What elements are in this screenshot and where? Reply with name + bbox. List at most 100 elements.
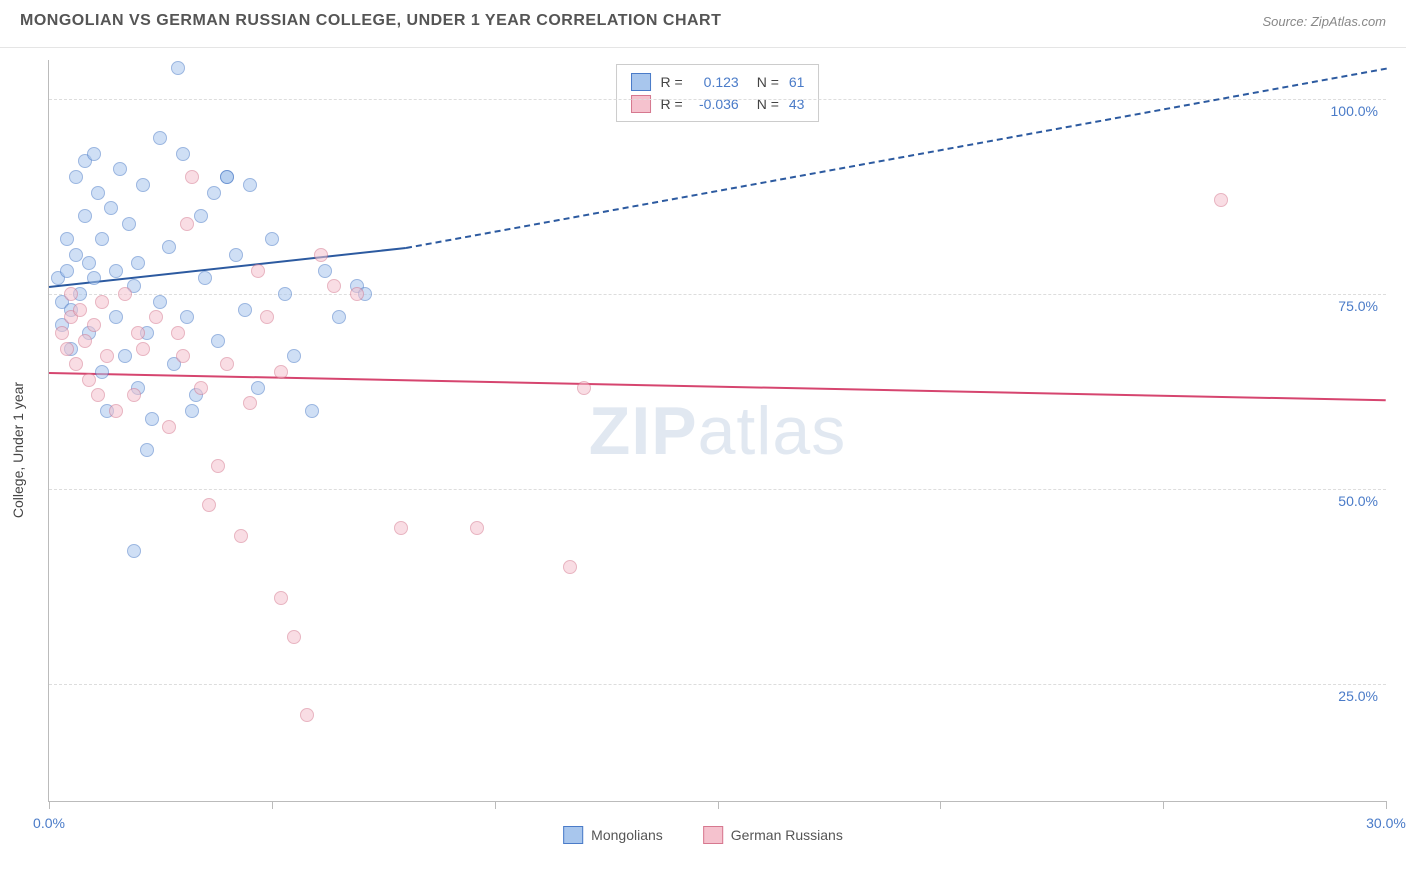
legend-swatch bbox=[563, 826, 583, 844]
chart-header: MONGOLIAN VS GERMAN RUSSIAN COLLEGE, UND… bbox=[0, 0, 1406, 48]
legend-item: German Russians bbox=[703, 826, 843, 844]
gridline bbox=[49, 294, 1386, 295]
data-point bbox=[202, 498, 216, 512]
watermark-bold: ZIP bbox=[589, 393, 698, 469]
n-value: 61 bbox=[789, 71, 805, 93]
data-point bbox=[180, 217, 194, 231]
watermark: ZIPatlas bbox=[589, 392, 846, 470]
data-point bbox=[162, 240, 176, 254]
data-point bbox=[332, 310, 346, 324]
x-tick-label: 0.0% bbox=[33, 815, 65, 831]
data-point bbox=[69, 357, 83, 371]
data-point bbox=[162, 420, 176, 434]
data-point bbox=[185, 404, 199, 418]
data-point bbox=[327, 279, 341, 293]
data-point bbox=[278, 287, 292, 301]
data-point bbox=[577, 381, 591, 395]
data-point bbox=[131, 326, 145, 340]
trend-line bbox=[405, 68, 1386, 249]
x-tick bbox=[1386, 801, 1387, 809]
data-point bbox=[207, 186, 221, 200]
data-point bbox=[318, 264, 332, 278]
data-point bbox=[300, 708, 314, 722]
data-point bbox=[78, 334, 92, 348]
x-tick bbox=[495, 801, 496, 809]
data-point bbox=[118, 287, 132, 301]
r-value: -0.036 bbox=[689, 93, 739, 115]
source-label: Source: ZipAtlas.com bbox=[1262, 14, 1386, 29]
x-tick bbox=[718, 801, 719, 809]
r-label: R = bbox=[661, 93, 683, 115]
data-point bbox=[100, 349, 114, 363]
data-point bbox=[171, 61, 185, 75]
data-point bbox=[78, 209, 92, 223]
data-point bbox=[314, 248, 328, 262]
r-value: 0.123 bbox=[689, 71, 739, 93]
data-point bbox=[104, 201, 118, 215]
data-point bbox=[194, 381, 208, 395]
legend-swatch bbox=[703, 826, 723, 844]
data-point bbox=[95, 365, 109, 379]
data-point bbox=[73, 303, 87, 317]
legend-item: Mongolians bbox=[563, 826, 663, 844]
data-point bbox=[64, 287, 78, 301]
data-point bbox=[238, 303, 252, 317]
r-label: R = bbox=[661, 71, 683, 93]
data-point bbox=[109, 404, 123, 418]
data-point bbox=[109, 310, 123, 324]
data-point bbox=[136, 342, 150, 356]
data-point bbox=[211, 459, 225, 473]
data-point bbox=[274, 365, 288, 379]
series-legend: Mongolians German Russians bbox=[563, 826, 843, 844]
data-point bbox=[243, 396, 257, 410]
n-value: 43 bbox=[789, 93, 805, 115]
data-point bbox=[220, 170, 234, 184]
stats-legend: R = 0.123 N = 61R = -0.036 N = 43 bbox=[616, 64, 820, 122]
data-point bbox=[1214, 193, 1228, 207]
data-point bbox=[60, 264, 74, 278]
data-point bbox=[194, 209, 208, 223]
stats-legend-row: R =-0.036N =43 bbox=[631, 93, 805, 115]
watermark-light: atlas bbox=[698, 393, 847, 469]
data-point bbox=[82, 256, 96, 270]
data-point bbox=[60, 232, 74, 246]
data-point bbox=[176, 147, 190, 161]
data-point bbox=[109, 264, 123, 278]
n-label: N = bbox=[757, 71, 779, 93]
x-tick bbox=[272, 801, 273, 809]
data-point bbox=[153, 131, 167, 145]
data-point bbox=[198, 271, 212, 285]
x-tick-label: 30.0% bbox=[1366, 815, 1406, 831]
data-point bbox=[243, 178, 257, 192]
data-point bbox=[153, 295, 167, 309]
x-tick bbox=[49, 801, 50, 809]
data-point bbox=[69, 248, 83, 262]
data-point bbox=[136, 178, 150, 192]
gridline bbox=[49, 684, 1386, 685]
legend-swatch bbox=[631, 95, 651, 113]
data-point bbox=[234, 529, 248, 543]
data-point bbox=[287, 630, 301, 644]
x-tick bbox=[1163, 801, 1164, 809]
data-point bbox=[305, 404, 319, 418]
data-point bbox=[563, 560, 577, 574]
data-point bbox=[211, 334, 225, 348]
data-point bbox=[171, 326, 185, 340]
data-point bbox=[131, 256, 145, 270]
data-point bbox=[265, 232, 279, 246]
data-point bbox=[91, 388, 105, 402]
y-tick-label: 50.0% bbox=[1338, 493, 1378, 509]
data-point bbox=[127, 544, 141, 558]
data-point bbox=[60, 342, 74, 356]
data-point bbox=[122, 217, 136, 231]
data-point bbox=[82, 373, 96, 387]
data-point bbox=[127, 388, 141, 402]
legend-label: German Russians bbox=[731, 827, 843, 843]
plot-region: ZIPatlas R =0.123N =61R =-0.036N =43 25.… bbox=[48, 60, 1386, 802]
data-point bbox=[55, 326, 69, 340]
data-point bbox=[260, 310, 274, 324]
data-point bbox=[87, 271, 101, 285]
data-point bbox=[274, 591, 288, 605]
stats-legend-row: R = 0.123 N = 61 bbox=[631, 71, 805, 93]
data-point bbox=[229, 248, 243, 262]
